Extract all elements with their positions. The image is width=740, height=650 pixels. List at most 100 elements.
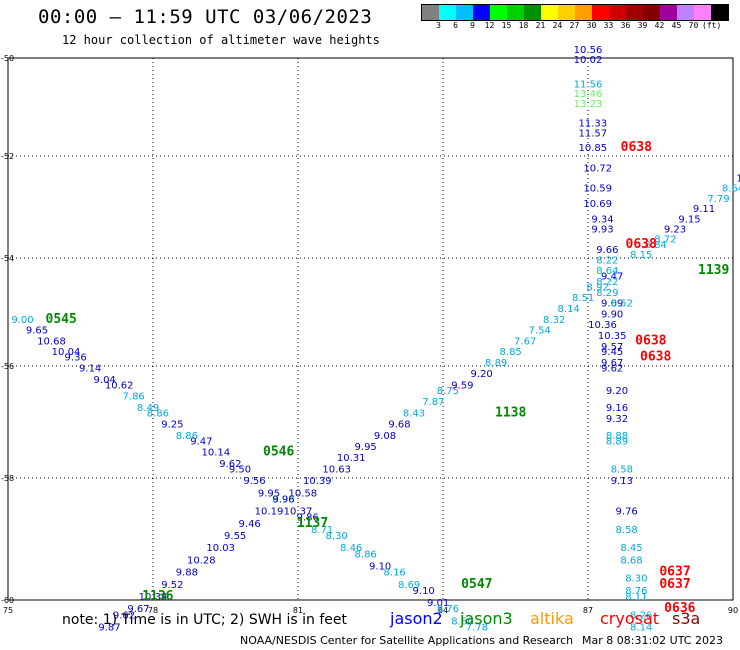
wave-height-value: 9.04: [94, 375, 116, 386]
pass-time-label: 0638: [626, 237, 657, 252]
wave-height-value: 9.20: [606, 386, 628, 397]
wave-height-value: 9.62: [113, 610, 135, 621]
wave-height-value: 8.58: [616, 525, 638, 536]
wave-height-value: 9.00: [11, 315, 33, 326]
pass-time-label: 0638: [640, 350, 671, 365]
legend-swatch: [558, 5, 575, 20]
legend-swatch: [626, 5, 643, 20]
wave-height-value: 9.16: [606, 403, 628, 414]
wave-height-value: 9.76: [616, 507, 638, 518]
wave-height-value: 7.67: [514, 336, 536, 347]
wave-height-value: 7.79: [707, 194, 729, 205]
latitude-tick-label: -60: [1, 596, 14, 605]
wave-height-value: 8.75: [437, 386, 459, 397]
legend-swatch: [456, 5, 473, 20]
wave-height-value: 8.85: [500, 347, 522, 358]
latitude-tick-label: -58: [1, 474, 14, 483]
legend-label: 21: [535, 21, 546, 30]
note-text: note: 1) Time is in UTC; 2) SWH is in fe…: [62, 612, 348, 628]
wave-height-value: 8.30: [625, 574, 647, 585]
longitude-tick-label: 75: [3, 606, 13, 615]
page-title: 00:00 – 11:59 UTC 03/06/2023: [38, 6, 373, 28]
wave-height-value: 9.66: [596, 245, 618, 256]
wave-height-value: 7.86: [123, 392, 145, 403]
satellite-cryosat: cryosat: [600, 609, 660, 628]
wave-height-value: 8.14: [558, 304, 580, 315]
legend-swatch: [439, 5, 456, 20]
legend-label: 45: [671, 21, 682, 30]
wave-height-value: 11.56: [574, 79, 603, 90]
wave-height-value: 10.04: [52, 347, 81, 358]
pass-time-label: 0636: [664, 601, 695, 616]
wave-height-value: 9.95: [355, 442, 377, 453]
wave-height-value: 8.64: [722, 184, 740, 195]
wave-height-value: 9.65: [26, 326, 48, 337]
legend-label: 33: [603, 21, 614, 30]
wave-height-value: 9.62: [219, 459, 241, 470]
map-frame: [7, 57, 734, 601]
legend-swatch: [422, 5, 439, 20]
wave-height-value: 9.10: [413, 586, 435, 597]
wave-height-value: 9.11: [693, 204, 715, 215]
wave-height-value: 9.25: [161, 420, 183, 431]
page-subtitle: 12 hour collection of altimeter wave hei…: [62, 33, 380, 47]
wave-height-value: 9.45: [601, 347, 623, 358]
pass-time-label: 1137: [297, 516, 328, 531]
wave-height-value: 10.35: [598, 331, 627, 342]
wave-height-value: 9.14: [79, 364, 101, 375]
legend-label: 27: [569, 21, 580, 30]
legend-label: 70: [688, 21, 699, 30]
satellite-altika: altika: [530, 609, 574, 628]
wave-height-value: 9.88: [176, 568, 198, 579]
wave-height-value: 9.59: [451, 380, 473, 391]
wave-height-value: 10.62: [105, 380, 134, 391]
legend-label: 42: [654, 21, 665, 30]
color-legend: [421, 4, 729, 21]
legend-label: 18: [518, 21, 529, 30]
legend-swatch: [660, 5, 677, 20]
legend-label: 39: [637, 21, 648, 30]
wave-height-value: 8.76: [437, 604, 459, 615]
wave-height-value: 9.90: [601, 309, 623, 320]
wave-height-value: 8.46: [340, 543, 362, 554]
pass-time-label: 1139: [698, 263, 729, 278]
pass-time-label: 1136: [142, 589, 173, 604]
wave-height-value: 8.71: [311, 525, 333, 536]
longitude-tick-label: 90: [728, 606, 738, 615]
wave-height-value: 9.67: [127, 604, 149, 615]
wave-height-value: 9.47: [190, 436, 212, 447]
legend-label: 36: [620, 21, 631, 30]
wave-height-value: 8.60: [451, 616, 473, 627]
wave-height-value: 11.57: [579, 128, 608, 139]
legend-label: 24: [552, 21, 563, 30]
wave-height-value: 10.31: [337, 453, 366, 464]
wave-height-value: 10.36: [588, 320, 617, 331]
wave-height-value: 10.39: [303, 476, 332, 487]
wave-height-value: 8.49: [137, 403, 159, 414]
footer-timestamp: Mar 8 08:31:02 UTC 2023: [582, 634, 723, 647]
longitude-tick-label: 84: [438, 606, 448, 615]
legend-swatch: [575, 5, 592, 20]
satellite-jason3: jason3: [460, 609, 513, 628]
wave-height-value: 10.58: [289, 488, 318, 499]
wave-height-value: 9.08: [374, 431, 396, 442]
wave-height-value: 8.26: [630, 610, 652, 621]
legend-swatch: [592, 5, 609, 20]
wave-height-value: 8.52: [611, 299, 633, 310]
wave-height-value: 10.34: [139, 592, 168, 603]
wave-height-value: 9.47: [601, 272, 623, 283]
wave-height-value: 8.69: [398, 580, 420, 591]
footer-credit: NOAA/NESDIS Center for Satellite Applica…: [240, 634, 574, 647]
latitude-tick-label: -52: [1, 152, 14, 161]
wave-height-value: 8.45: [620, 543, 642, 554]
wave-height-value: 9.57: [601, 342, 623, 353]
wave-height-value: 9.15: [678, 214, 700, 225]
legend-swatch: [507, 5, 524, 20]
wave-height-value: 8.16: [384, 568, 406, 579]
wave-height-value: 8.11: [625, 592, 647, 603]
latitude-tick-label: -56: [1, 362, 14, 371]
wave-height-value: 10.85: [579, 143, 608, 154]
wave-height-value: 9.55: [224, 531, 246, 542]
wave-height-value: 9.95: [258, 488, 280, 499]
